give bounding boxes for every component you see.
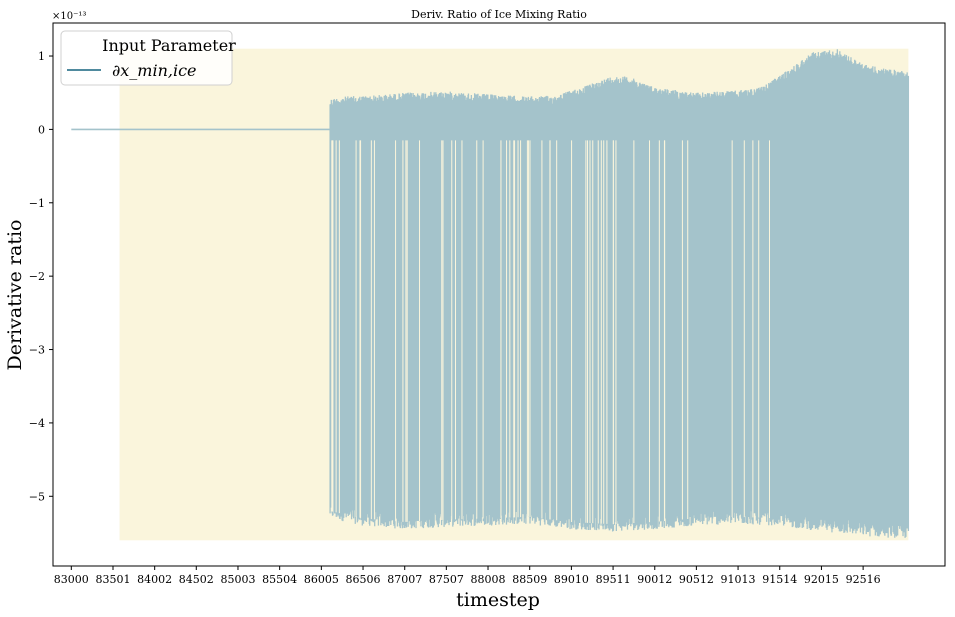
chart-title: Deriv. Ratio of Ice Mixing Ratio: [411, 8, 587, 21]
title-group: Deriv. Ratio of Ice Mixing Ratio: [411, 8, 587, 21]
x-tick-label: 91013: [721, 573, 756, 586]
x-tick-label: 87007: [387, 573, 422, 586]
x-tick-label: 89511: [596, 573, 631, 586]
plot-area: [71, 48, 910, 541]
legend: Input Parameter ∂x_min,ice: [60, 30, 236, 86]
y-tick-label: −2: [29, 270, 45, 283]
series-oscillation-band: [329, 49, 910, 538]
legend-title: Input Parameter: [102, 36, 236, 55]
x-tick-label: 86506: [346, 573, 381, 586]
x-axis-label: timestep: [456, 589, 540, 611]
x-tick-label: 83501: [95, 573, 130, 586]
x-tick-label: 86005: [304, 573, 339, 586]
y-tick-label: −4: [29, 417, 45, 430]
y-tick-label: −1: [29, 197, 45, 210]
legend-entry-label: ∂x_min,ice: [112, 61, 197, 80]
y-tick-label: −5: [29, 490, 45, 503]
x-tick-label: 92516: [846, 573, 881, 586]
x-tick-label: 83000: [54, 573, 89, 586]
x-tick-label: 87507: [429, 573, 464, 586]
y-scale-label: ×10⁻¹³: [52, 11, 86, 22]
y-tick-label: 1: [38, 50, 45, 63]
legend-box: [60, 30, 233, 86]
x-tick-label: 88008: [471, 573, 506, 586]
x-tick-label: 85003: [220, 573, 255, 586]
y-axis-label: Derivative ratio: [4, 220, 26, 371]
x-tick-label: 90012: [637, 573, 672, 586]
y-axis: 1 0 −1 −2 −3 −4 −5: [29, 50, 53, 503]
x-tick-label: 85504: [262, 573, 297, 586]
axes-frame: [52, 22, 946, 567]
x-axis: 83000 83501 84002 84502 85003 85504 86005 86506…: [54, 566, 881, 586]
x-tick-label: 84002: [137, 573, 172, 586]
x-tick-label: 91514: [762, 573, 797, 586]
x-tick-label: 92015: [804, 573, 839, 586]
x-tick-label: 84502: [179, 573, 214, 586]
y-tick-label: 0: [38, 123, 45, 136]
x-tick-label: 89010: [554, 573, 589, 586]
x-tick-label: 90512: [679, 573, 714, 586]
y-tick-label: −3: [29, 344, 45, 357]
x-tick-label: 88509: [512, 573, 547, 586]
series-gaps: [331, 140, 770, 525]
